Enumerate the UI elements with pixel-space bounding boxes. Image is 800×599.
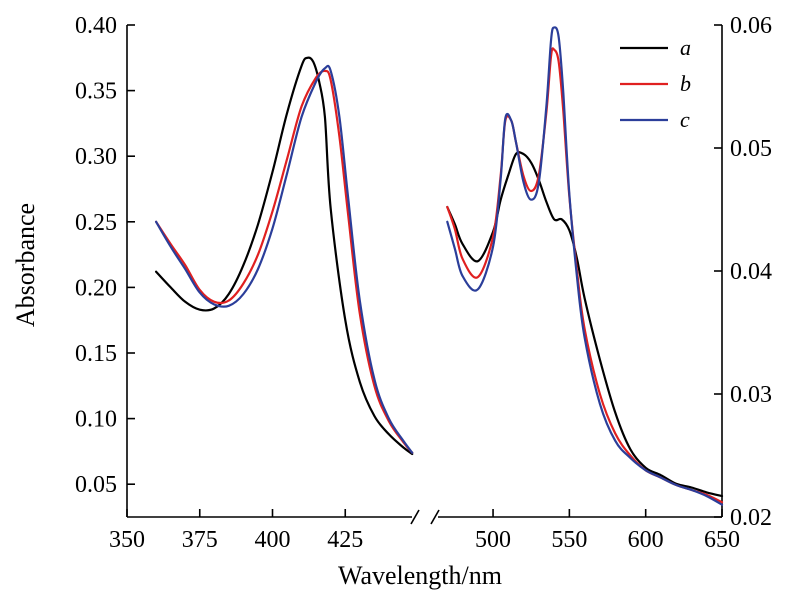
y-tick-label-right: 0.03 [730,382,772,408]
y-tick-label-right: 0.06 [730,13,772,39]
series-c-right-line [446,26,724,506]
y-tick-label-left: 0.10 [75,407,117,433]
y-axis-title-left: Absorbance [11,203,40,327]
x-tick-label: 600 [628,527,664,553]
ticks: 0.05 0.10 0.15 0.20 0.25 0.30 0.35 0.40 0.02 0.03… [75,13,772,553]
y-tick-label-right: 0.02 [730,505,772,531]
series-c-left-line [155,64,414,454]
y-tick-label-left: 0.30 [75,144,117,170]
y-tick-label-left: 0.40 [75,13,117,39]
axis-break-mark [410,509,420,525]
legend-label-a: a [680,35,691,60]
x-tick-label: 650 [704,527,740,553]
x-tick-label: 375 [182,527,218,553]
legend-label-c: c [680,107,690,132]
y-tick-label-left: 0.05 [75,472,117,498]
x-tick-label: 550 [551,527,587,553]
legend: abc [620,35,691,132]
series-a-left-line [155,56,414,456]
series-b-left-line [155,69,414,454]
y-tick-label-right: 0.05 [730,136,772,162]
axes [126,25,723,525]
y-tick-label-right: 0.04 [730,259,772,285]
x-axis-title: Wavelength/nm [338,561,502,590]
x-tick-label: 425 [327,527,363,553]
series-layer [155,26,724,506]
x-tick-label: 400 [255,527,291,553]
y-tick-label-left: 0.15 [75,341,117,367]
x-tick-label: 500 [475,527,511,553]
legend-label-b: b [680,71,691,96]
axis-break-mark [430,509,440,525]
y-tick-label-left: 0.35 [75,79,117,105]
y-tick-label-left: 0.20 [75,275,117,301]
y-tick-label-left: 0.25 [75,210,117,236]
x-tick-label: 350 [109,527,145,553]
